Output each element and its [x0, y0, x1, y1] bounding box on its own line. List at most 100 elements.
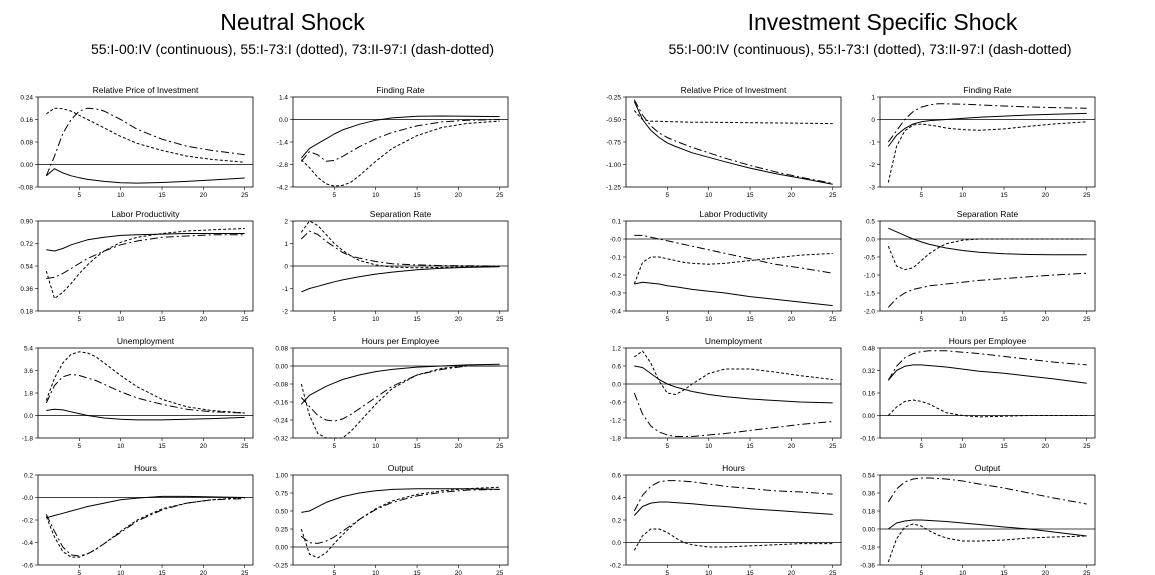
chart-title: Hours per Employee [949, 336, 1027, 346]
x-tick-label: 5 [666, 443, 670, 450]
y-tick-label: 0.24 [20, 95, 33, 102]
y-tick-label: 1 [871, 95, 875, 102]
plot-frame [292, 96, 509, 188]
y-tick-label: -0.16 [860, 436, 875, 443]
y-tick-label: 0.18 [862, 509, 875, 516]
y-tick-label: -2.0 [864, 309, 876, 316]
plot-frame [37, 474, 254, 566]
y-tick-label: 0.32 [862, 368, 875, 375]
y-tick-label: -2.8 [277, 162, 289, 169]
x-tick-label: 20 [200, 316, 208, 323]
y-tick-label: -1.8 [610, 436, 622, 443]
y-tick-label: -2 [282, 309, 288, 316]
y-tick-label: 0.72 [20, 241, 33, 248]
y-tick-label: 0.08 [275, 346, 288, 353]
chart-panel-4: Unemployment -1.8 0.0 1.8 3.6 5.4 5 10 15 20 25 [22, 336, 254, 450]
y-tick-label: 3.6 [24, 368, 33, 375]
x-tick-label: 5 [333, 443, 337, 450]
series-dotted [45, 351, 245, 414]
y-tick-label: 0.1 [612, 219, 621, 226]
x-tick-label: 5 [666, 192, 670, 199]
series-dash-dotted [300, 230, 500, 267]
plot-frame [879, 96, 1096, 188]
group-title-investment: Investment Specific Shock [747, 9, 1018, 35]
y-tick-label: 1.4 [279, 95, 288, 102]
x-tick-label: 5 [666, 316, 670, 323]
chart-title: Output [975, 463, 1001, 473]
x-tick-label: 15 [746, 443, 754, 450]
y-tick-label: -0.4 [610, 309, 622, 316]
y-tick-label: 0.90 [20, 219, 33, 226]
x-tick-label: 20 [1042, 570, 1050, 575]
series-continuous [634, 281, 833, 307]
x-tick-label: 20 [200, 443, 208, 450]
series-dotted [887, 399, 1087, 418]
series-dash-dotted [887, 272, 1087, 308]
x-tick-label: 10 [705, 443, 713, 450]
y-tick-label: -0.0 [610, 237, 622, 244]
y-tick-label: -0.16 [273, 400, 288, 407]
y-tick-label: 0.25 [275, 527, 288, 534]
x-tick-label: 25 [829, 316, 837, 323]
x-tick-label: 10 [372, 316, 380, 323]
x-tick-label: 5 [666, 570, 670, 575]
x-tick-label: 5 [920, 192, 924, 199]
x-tick-label: 25 [1083, 443, 1091, 450]
chart-title: Finding Rate [963, 85, 1011, 95]
chart-title: Separation Rate [370, 209, 432, 219]
x-tick-label: 15 [413, 316, 421, 323]
y-tick-label: -1.25 [606, 185, 621, 192]
series-continuous [887, 112, 1087, 147]
series-dash-dotted [887, 103, 1087, 143]
y-tick-label: 0.08 [20, 140, 33, 147]
chart-panel-5: Hours per Employee -0.32 -0.24 -0.16 -0.08 0.… [273, 336, 509, 450]
x-tick-label: 5 [78, 570, 82, 575]
x-tick-label: 15 [413, 570, 421, 575]
y-tick-label: 0.6 [612, 473, 621, 480]
y-tick-label: -0.25 [273, 563, 288, 570]
series-dash-dotted [887, 350, 1087, 381]
plot-frame [292, 474, 509, 566]
series-dotted [46, 107, 245, 163]
y-tick-label: 0.00 [20, 162, 33, 169]
x-tick-label: 5 [78, 443, 82, 450]
series-continuous [887, 364, 1087, 384]
y-tick-label: 0.48 [862, 346, 875, 353]
series-dash-dotted [887, 477, 1087, 505]
x-tick-label: 10 [705, 316, 713, 323]
series-continuous [301, 266, 500, 293]
y-tick-label: 0.2 [612, 518, 621, 525]
series-dotted [633, 528, 833, 551]
series-dash-dotted [633, 392, 833, 437]
x-tick-label: 10 [959, 443, 967, 450]
x-tick-label: 20 [1042, 192, 1050, 199]
x-tick-label: 10 [372, 192, 380, 199]
series-dotted [300, 220, 500, 269]
y-tick-label: 0 [284, 264, 288, 271]
group-subtitle-neutral: 55:I-00:IV (continuous), 55:I-73:I (dott… [90, 41, 495, 57]
x-tick-label: 10 [117, 570, 125, 575]
x-tick-label: 15 [413, 443, 421, 450]
chart-panel-8: Relative Price of Investment -1.25 -1.00 -0… [606, 85, 842, 199]
x-tick-label: 15 [158, 192, 166, 199]
y-tick-label: 0.16 [862, 391, 875, 398]
y-tick-label: -2 [869, 162, 875, 169]
x-tick-label: 10 [959, 570, 967, 575]
x-tick-label: 15 [158, 316, 166, 323]
y-tick-label: -3 [869, 185, 875, 192]
x-tick-label: 10 [959, 316, 967, 323]
x-tick-label: 25 [829, 192, 837, 199]
series-continuous [301, 488, 500, 513]
group-subtitle-investment: 55:I-00:IV (continuous), 55:I-73:I (dott… [668, 41, 1072, 57]
chart-title: Separation Rate [957, 209, 1019, 219]
plot-frame [879, 474, 1096, 566]
chart-title: Hours [134, 463, 157, 473]
series-dash-dotted [300, 119, 500, 162]
series-continuous [888, 519, 1087, 537]
x-tick-label: 10 [117, 316, 125, 323]
x-tick-label: 25 [1083, 316, 1091, 323]
series-dash-dotted [45, 107, 245, 176]
y-tick-label: -0.2 [610, 273, 622, 280]
y-tick-label: 0 [871, 117, 875, 124]
